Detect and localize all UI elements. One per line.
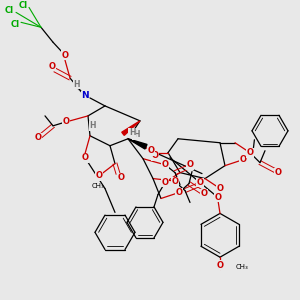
Text: CH₃: CH₃ bbox=[92, 182, 104, 188]
Text: O: O bbox=[148, 146, 154, 155]
Text: O: O bbox=[172, 177, 178, 186]
Text: Cl: Cl bbox=[11, 20, 20, 29]
Text: O: O bbox=[95, 171, 103, 180]
Text: Cl: Cl bbox=[4, 6, 14, 15]
Text: O: O bbox=[152, 151, 158, 160]
Text: O: O bbox=[161, 160, 169, 169]
Polygon shape bbox=[122, 121, 140, 135]
Text: O: O bbox=[118, 173, 124, 182]
Text: O: O bbox=[217, 184, 224, 193]
Text: O: O bbox=[187, 160, 194, 169]
Text: H: H bbox=[74, 80, 80, 88]
Text: O: O bbox=[274, 168, 281, 177]
Text: O: O bbox=[247, 148, 254, 157]
Text: O: O bbox=[61, 51, 68, 60]
Text: N: N bbox=[81, 92, 89, 100]
Text: O: O bbox=[82, 153, 88, 162]
Polygon shape bbox=[128, 139, 147, 149]
Text: H: H bbox=[90, 121, 96, 130]
Text: CH₃: CH₃ bbox=[236, 264, 249, 270]
Text: H: H bbox=[129, 128, 135, 137]
Text: O: O bbox=[62, 117, 70, 126]
Text: O: O bbox=[217, 261, 224, 270]
Text: O: O bbox=[49, 61, 56, 70]
Text: O: O bbox=[161, 178, 169, 187]
Text: H: H bbox=[133, 130, 139, 139]
Text: O: O bbox=[196, 178, 203, 187]
Text: O: O bbox=[214, 193, 221, 202]
Text: Cl: Cl bbox=[18, 1, 28, 10]
Text: O: O bbox=[34, 133, 41, 142]
Text: O: O bbox=[200, 189, 208, 198]
Text: O: O bbox=[176, 188, 182, 197]
Text: O: O bbox=[239, 155, 247, 164]
